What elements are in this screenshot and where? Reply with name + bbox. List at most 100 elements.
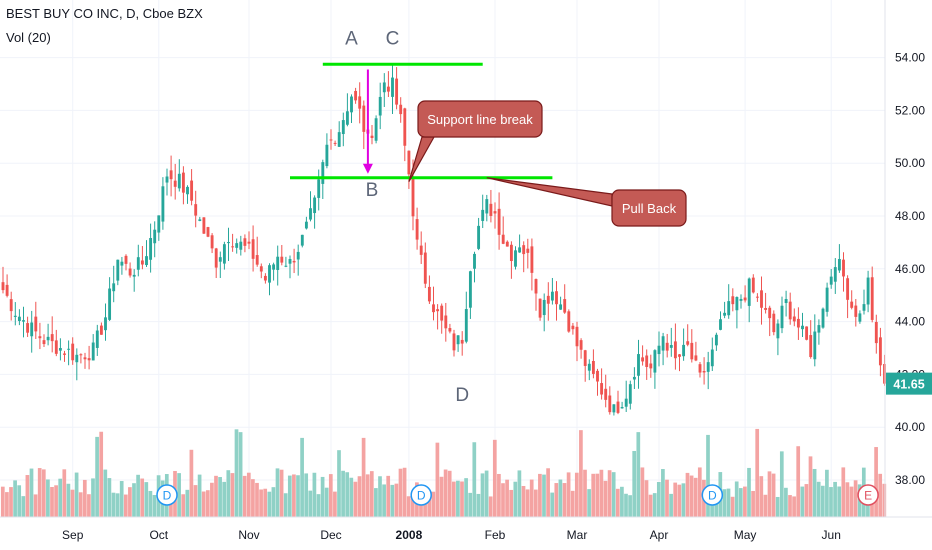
volume-bar (513, 481, 518, 517)
candle-body (50, 334, 54, 342)
dividend-badge-label: D (417, 489, 426, 503)
volume-bar (726, 488, 731, 517)
volume-bar (13, 480, 17, 517)
volume-bar (837, 486, 842, 517)
volume-bar (443, 469, 448, 517)
volume-bar (365, 474, 370, 517)
candle-body (120, 261, 124, 266)
volume-bar (230, 473, 235, 517)
candle-body (71, 343, 75, 361)
dividend-badge[interactable] (701, 484, 724, 506)
volume-indicator-label[interactable]: Vol (20) (6, 30, 51, 45)
candle-body (723, 312, 727, 316)
volume-bar (751, 490, 755, 517)
candle-body (198, 219, 202, 221)
volume-bar (825, 469, 829, 517)
candle-body (206, 227, 210, 237)
dividend-badge[interactable] (156, 484, 178, 506)
price-axis[interactable]: 38.0040.0042.0044.0046.0048.0050.0052.00… (884, 0, 932, 517)
volume-bar (255, 482, 259, 517)
volume-bar (501, 483, 505, 517)
volume-bar (140, 478, 145, 517)
volume-bar (456, 480, 460, 517)
candle-body (26, 323, 30, 333)
volume-bar (292, 474, 296, 517)
candle-body (386, 86, 390, 92)
candle-body (460, 339, 464, 344)
candle-body (641, 357, 645, 362)
candle-body (788, 301, 792, 320)
candle-body (227, 242, 230, 244)
candle-body (755, 296, 759, 298)
candle-body (862, 304, 866, 311)
candle-body (665, 342, 669, 351)
candle-body (378, 96, 382, 116)
candle-body (362, 105, 366, 132)
volume-bar (878, 473, 883, 517)
candle-body (42, 340, 46, 345)
volume-bar (587, 489, 591, 517)
volume-bar (70, 489, 75, 517)
volume-bar (447, 470, 452, 517)
candle-body (538, 298, 542, 318)
volume-bar (333, 491, 337, 517)
candle-body (210, 235, 214, 249)
volume-bar (353, 481, 358, 517)
dividend-badge-label: D (163, 489, 172, 503)
candle-body (628, 384, 632, 404)
current-price-badge[interactable] (886, 372, 932, 395)
volume-bar (833, 481, 837, 517)
candle-body (321, 162, 325, 184)
candle-body (829, 276, 833, 285)
candle-body (235, 243, 239, 248)
candle-body (706, 362, 710, 372)
volume-bar (193, 485, 198, 517)
volume-bar (853, 480, 858, 517)
candle-body (768, 307, 772, 319)
volume-bar (611, 472, 616, 517)
candle-body (411, 177, 415, 217)
candle-body (661, 336, 665, 351)
volume-bar (148, 490, 153, 517)
volume-bar (800, 486, 805, 517)
candle-body (514, 250, 517, 267)
time-axis[interactable]: Sep Oct Nov Dec 2008 Feb Mar Apr May Jun (0, 516, 932, 542)
volume-bar (119, 481, 124, 517)
volume-bar (246, 472, 251, 517)
earnings-badge[interactable] (857, 484, 879, 506)
symbol-title[interactable]: BEST BUY CO INC, D, Cboe BZX (6, 6, 203, 21)
candle-body (190, 180, 194, 201)
candle-body (165, 176, 169, 183)
volume-bar (468, 492, 473, 517)
callout-text: Pull Back (622, 201, 677, 216)
candle-body (17, 316, 21, 321)
candle-body (136, 257, 140, 270)
volume-bar (394, 483, 399, 517)
candle-body (673, 341, 677, 359)
volume-bar (144, 482, 149, 517)
candle-body (448, 328, 452, 332)
candle-body (657, 345, 661, 355)
volume-bar (542, 474, 546, 517)
time-tick-label: Sep (62, 528, 84, 542)
candle-body (604, 388, 608, 400)
volume-bar (25, 475, 30, 517)
volume-bar (497, 473, 501, 517)
volume-bar (406, 496, 411, 517)
dividend-badge[interactable] (410, 484, 432, 506)
volume-bar (361, 437, 366, 517)
candle-body (112, 283, 116, 292)
volume-bar (74, 472, 79, 517)
candle-body (399, 104, 403, 115)
volume-bar (357, 476, 362, 517)
volume-bar (287, 475, 292, 517)
candle-body (161, 186, 165, 222)
volume-bar (505, 479, 509, 517)
volume-bar (328, 474, 333, 517)
drawing-annotations: A C B D Support line break Pull Back (290, 28, 687, 406)
candle-body (268, 265, 271, 283)
time-tick-label: May (734, 528, 757, 542)
volume-bar (369, 471, 374, 517)
